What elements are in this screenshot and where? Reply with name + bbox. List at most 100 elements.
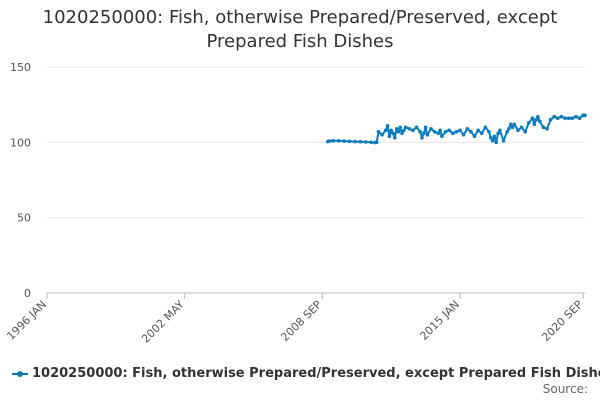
data-point bbox=[498, 128, 502, 133]
data-point bbox=[510, 125, 515, 130]
data-point bbox=[492, 134, 497, 139]
data-point bbox=[423, 125, 428, 130]
data-point bbox=[342, 139, 346, 143]
data-point bbox=[402, 128, 406, 133]
data-point bbox=[380, 133, 384, 137]
source-label: Source: bbox=[542, 382, 588, 396]
y-tick-label: 150 bbox=[10, 61, 31, 74]
data-point bbox=[436, 131, 441, 136]
data-point bbox=[385, 124, 390, 128]
data-point bbox=[403, 125, 408, 130]
data-point bbox=[454, 130, 459, 134]
data-point bbox=[523, 130, 527, 134]
data-point bbox=[548, 117, 553, 122]
y-tick-label: 0 bbox=[24, 287, 31, 300]
data-point bbox=[469, 130, 473, 134]
data-point bbox=[422, 131, 426, 136]
data-point bbox=[347, 139, 352, 144]
data-point bbox=[530, 116, 535, 120]
legend-swatch bbox=[12, 369, 28, 379]
data-point bbox=[512, 122, 517, 127]
data-point bbox=[420, 136, 424, 140]
data-point bbox=[516, 128, 520, 133]
x-tick-labels: 1996 JAN 2002 MAY 2008 SEP 2015 JAN 2020 SEP bbox=[4, 298, 585, 346]
data-point bbox=[496, 131, 500, 136]
data-point bbox=[438, 128, 442, 133]
data-point bbox=[489, 136, 493, 140]
data-point bbox=[425, 133, 430, 137]
data-point bbox=[440, 134, 444, 139]
data-point bbox=[414, 125, 419, 130]
data-point bbox=[494, 140, 499, 145]
data-point bbox=[411, 128, 415, 133]
data-point bbox=[393, 136, 397, 140]
data-point bbox=[327, 139, 332, 143]
data-point bbox=[432, 130, 437, 134]
data-point bbox=[389, 128, 394, 133]
data-point bbox=[519, 125, 524, 130]
data-point bbox=[451, 131, 455, 136]
data-point bbox=[476, 128, 480, 133]
data-point bbox=[479, 131, 484, 136]
data-point bbox=[563, 116, 567, 120]
data-point bbox=[541, 125, 546, 130]
x-tick-label: 2002 MAY bbox=[139, 298, 187, 346]
data-point bbox=[487, 130, 491, 134]
data-point bbox=[387, 134, 392, 139]
data-point bbox=[369, 140, 374, 145]
data-point bbox=[507, 127, 511, 131]
x-tick-label: 2008 SEP bbox=[278, 298, 324, 344]
data-point bbox=[465, 127, 470, 131]
data-point bbox=[570, 116, 575, 120]
data-point bbox=[527, 120, 531, 125]
data-point bbox=[532, 122, 537, 127]
data-point bbox=[490, 139, 495, 143]
data-point bbox=[353, 139, 357, 144]
legend-label: 1020250000: Fish, otherwise Prepared/Pre… bbox=[32, 366, 600, 381]
data-point bbox=[391, 131, 395, 136]
data-point bbox=[556, 116, 560, 120]
x-tick-label: 1996 JAN bbox=[4, 298, 49, 343]
chart-title: 1020250000: Fish, otherwise Prepared/Pre… bbox=[42, 7, 558, 52]
data-point bbox=[534, 117, 538, 122]
data-point bbox=[376, 130, 381, 134]
y-axis: 0 50 100 150 bbox=[10, 61, 31, 300]
data-point bbox=[396, 130, 401, 134]
data-point bbox=[508, 122, 513, 127]
data-point bbox=[566, 116, 571, 120]
data-point bbox=[545, 127, 549, 131]
data-point bbox=[398, 125, 403, 130]
data-point bbox=[429, 127, 433, 131]
data-point bbox=[483, 125, 488, 130]
data-point bbox=[447, 128, 451, 133]
data-point bbox=[577, 116, 582, 120]
data-point bbox=[536, 114, 540, 119]
x-tick-label: 2015 JAN bbox=[417, 298, 462, 343]
data-point bbox=[443, 130, 448, 134]
legend[interactable]: 1020250000: Fish, otherwise Prepared/Pre… bbox=[12, 366, 600, 381]
data-point bbox=[374, 140, 379, 145]
data-point bbox=[472, 134, 477, 139]
data-point bbox=[331, 139, 336, 143]
data-point bbox=[400, 131, 404, 136]
data-point bbox=[394, 127, 399, 131]
data-point bbox=[583, 113, 587, 117]
data-point bbox=[559, 114, 564, 119]
data-point bbox=[574, 114, 578, 119]
y-tick-label: 100 bbox=[10, 136, 31, 149]
data-point bbox=[383, 128, 388, 133]
data-point bbox=[461, 133, 466, 137]
data-point bbox=[358, 139, 363, 144]
x-axis bbox=[46, 292, 585, 299]
data-point bbox=[458, 128, 462, 133]
data-point bbox=[501, 139, 506, 143]
series-layer bbox=[326, 113, 587, 145]
data-point bbox=[537, 119, 542, 123]
data-point bbox=[552, 114, 556, 119]
data-point bbox=[364, 140, 368, 144]
data-point bbox=[418, 130, 423, 134]
data-point bbox=[336, 139, 341, 143]
data-point bbox=[407, 127, 412, 131]
x-tick-label: 2020 SEP bbox=[539, 298, 585, 344]
